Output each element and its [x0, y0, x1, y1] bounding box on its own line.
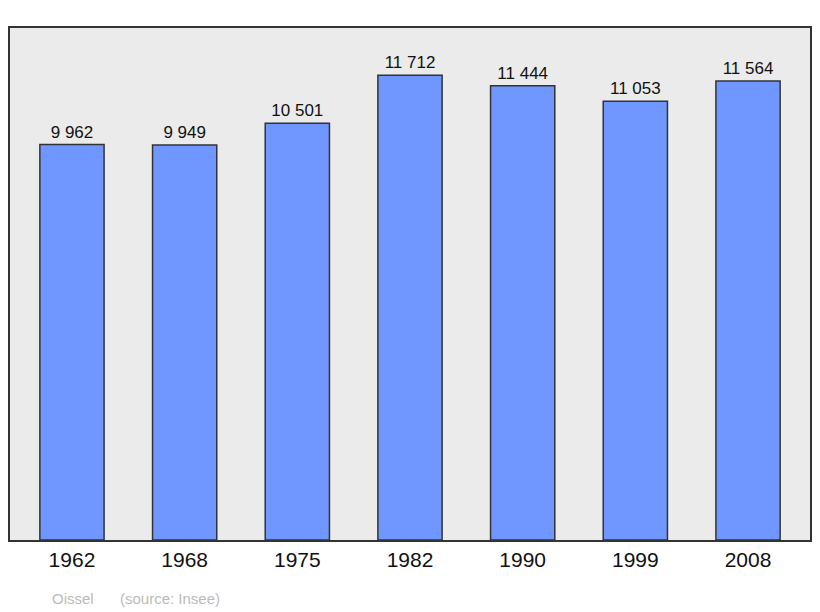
svg-text:11 564: 11 564 — [723, 59, 774, 78]
svg-text:9 949: 9 949 — [163, 123, 206, 142]
svg-text:10 501: 10 501 — [271, 101, 323, 120]
svg-text:2008: 2008 — [725, 548, 772, 571]
svg-text:11 053: 11 053 — [610, 79, 661, 98]
svg-text:11 712: 11 712 — [385, 53, 436, 72]
svg-text:1968: 1968 — [161, 548, 208, 571]
svg-text:1990: 1990 — [499, 548, 546, 571]
svg-text:1975: 1975 — [274, 548, 321, 571]
svg-text:(source: Insee): (source: Insee) — [120, 590, 220, 607]
svg-text:1999: 1999 — [612, 548, 659, 571]
svg-text:Oissel: Oissel — [52, 590, 94, 607]
svg-text:1962: 1962 — [49, 548, 96, 571]
svg-text:1982: 1982 — [387, 548, 434, 571]
svg-text:9 962: 9 962 — [51, 123, 94, 142]
svg-text:11 444: 11 444 — [497, 64, 548, 83]
